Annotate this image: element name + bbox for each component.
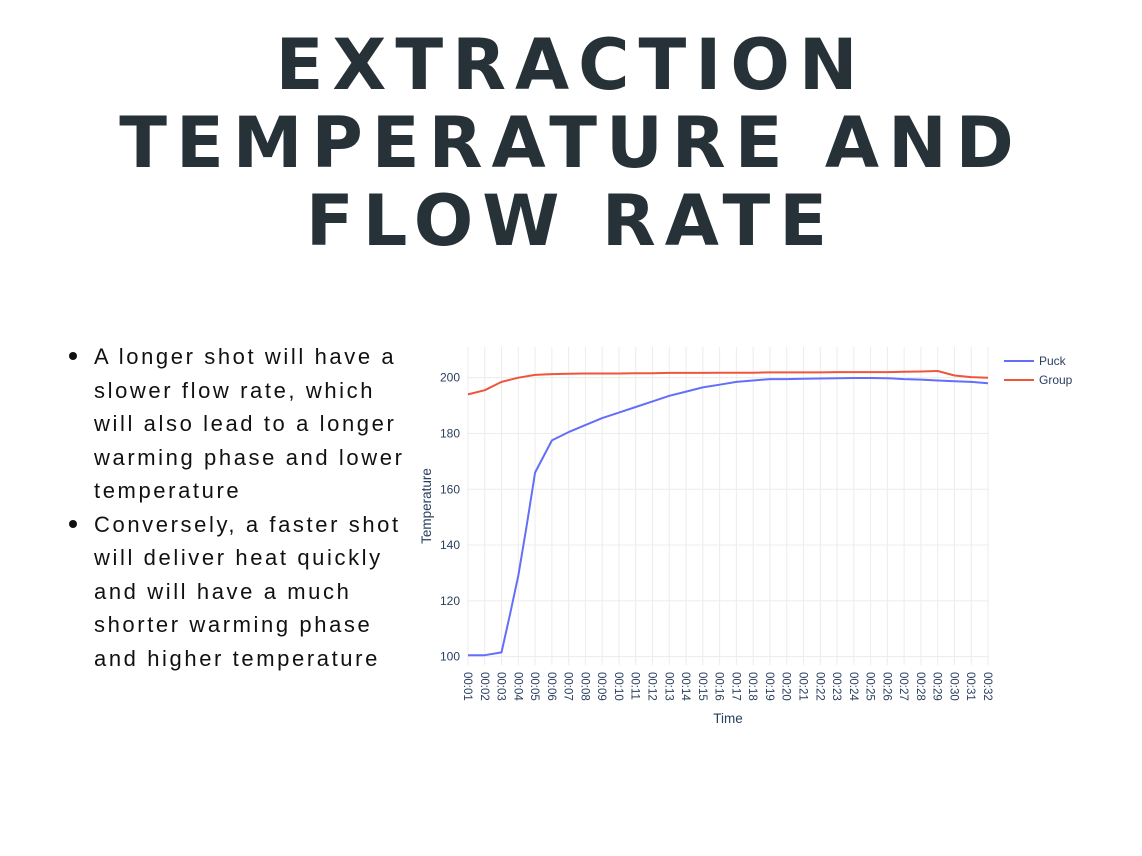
x-tick-label: 00:31 [964,672,976,701]
x-tick-label: 00:08 [578,672,590,701]
y-axis-label: Temperature [419,468,434,544]
title-line-3: FLOW RATE [305,180,837,262]
title-line-2: TEMPERATURE AND [119,102,1023,184]
bullet-text: A longer shot will have a slower flow ra… [94,344,405,503]
y-tick-label: 140 [440,538,460,552]
x-tick-label: 00:07 [562,672,574,701]
y-tick-label: 100 [440,650,460,664]
bullet-text: Conversely, a faster shot will deliver h… [94,511,401,671]
bullet-dot-icon [69,519,77,528]
temperature-line-chart: 00:01 00:02 00:03 00:04 00:05 00:06 00:07 00:08… [419,347,1073,726]
x-tick-label: 00:28 [914,672,926,701]
x-tick-label: 00:24 [847,672,859,701]
x-tick-label: 00:02 [478,672,490,701]
y-tick-label: 160 [440,482,460,496]
x-tick-label: 00:03 [495,672,507,701]
x-tick-label: 00:21 [796,672,808,701]
x-tick-label: 00:09 [595,672,607,701]
bullet-list: A longer shot will have a slower flow ra… [66,340,406,675]
x-tick-label: 00:16 [713,672,725,701]
series-line-group [467,370,989,396]
x-tick-label: 00:05 [528,672,540,701]
x-tick-label: 00:10 [612,672,624,701]
x-tick-label: 00:15 [696,672,708,701]
x-tick-label: 00:17 [729,672,741,701]
x-axis-label: Time [713,711,743,726]
x-tick-label: 00:04 [511,672,523,701]
x-tick-label: 00:01 [461,672,473,701]
y-tick-label: 200 [440,371,460,385]
x-tick-label: 00:23 [830,672,842,701]
series-line-puck [468,377,989,657]
x-tick-label: 00:19 [763,672,775,701]
x-tick-label: 00:22 [813,672,825,701]
x-tick-label: 00:32 [981,672,993,701]
legend-label-puck: Puck [1039,354,1067,368]
title-line-1: EXTRACTION [275,24,867,106]
y-tick-label: 120 [440,594,460,608]
x-tick-label: 00:30 [947,672,959,701]
x-tick-label: 00:12 [646,672,658,701]
bullet-dot-icon [69,352,77,360]
x-tick-label: 00:14 [679,672,691,701]
x-tick-label: 00:26 [880,672,892,701]
y-tick-label: 180 [440,426,460,440]
x-tick-label: 00:06 [545,672,557,701]
bullet-item: A longer shot will have a slower flow ra… [66,340,406,508]
x-tick-label: 00:11 [629,672,641,700]
bullet-item: Conversely, a faster shot will deliver h… [66,508,406,676]
x-tick-label: 00:29 [931,672,943,701]
legend-label-group: Group [1039,373,1073,387]
x-tick-label: 00:13 [662,672,674,701]
x-tick-label: 00:18 [746,672,758,701]
x-tick-label: 00:20 [780,672,792,701]
x-tick-label: 00:27 [897,672,909,701]
x-tick-label: 00:25 [864,672,876,701]
slide-title: EXTRACTION TEMPERATURE AND FLOW RATE [0,26,1142,260]
